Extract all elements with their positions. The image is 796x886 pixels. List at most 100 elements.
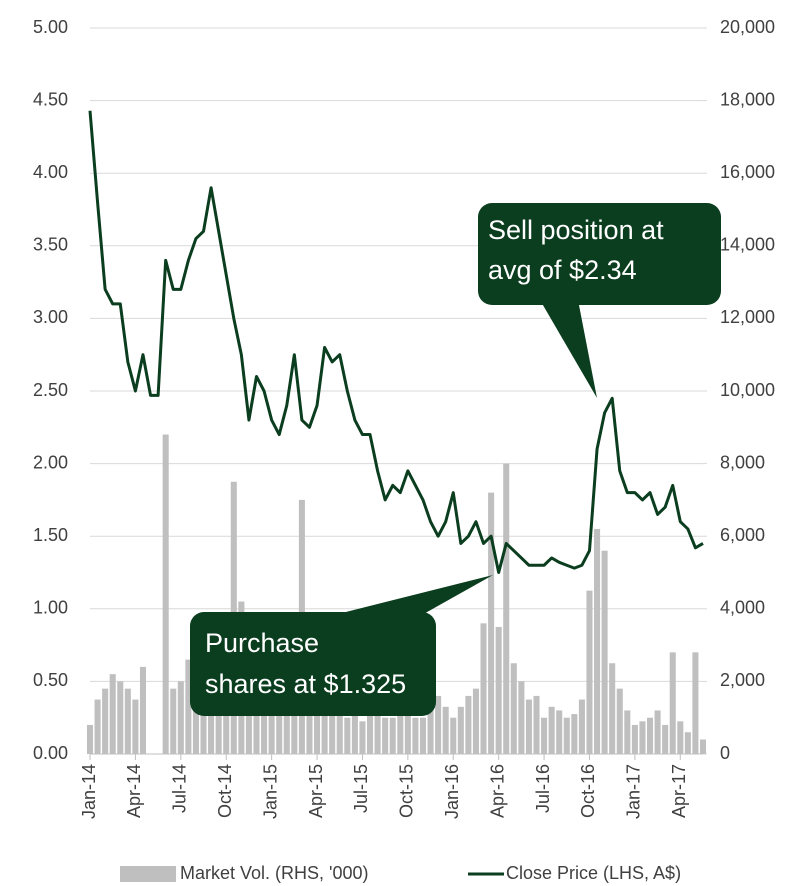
x-tick-label: Jan-16	[442, 764, 462, 819]
volume-bar	[291, 688, 298, 754]
y-tick-label: 3.50	[33, 235, 68, 255]
y2-tick-label: 6,000	[720, 525, 765, 545]
y-tick-label: 4.50	[33, 89, 68, 109]
legend-swatch	[120, 866, 176, 882]
volume-bar	[283, 699, 290, 754]
volume-bar	[533, 695, 540, 754]
x-tick-label: Jan-14	[79, 764, 99, 819]
y2-tick-label: 0	[720, 743, 730, 763]
price-line	[88, 110, 704, 574]
x-tick-label: Jan-15	[260, 764, 280, 819]
volume-bar	[139, 666, 147, 754]
volume-bar	[215, 710, 222, 754]
x-tick-label: Oct-16	[578, 764, 598, 818]
volume-bar	[571, 714, 578, 754]
volume-bar	[162, 434, 169, 754]
volume-bar	[427, 710, 434, 754]
y2-tick-label: 14,000	[720, 235, 775, 255]
y2-tick-label: 20,000	[720, 17, 775, 37]
volume-bar	[351, 714, 358, 754]
volume-bar	[639, 721, 646, 754]
volume-bar	[117, 681, 124, 754]
volume-bar	[677, 721, 684, 754]
volume-bar	[329, 703, 336, 754]
volume-bar	[609, 663, 616, 754]
volume-bar	[321, 681, 328, 754]
volume-bar	[586, 590, 593, 754]
volume-bar	[366, 710, 374, 754]
x-tick-label: Oct-14	[215, 764, 235, 818]
volume-bar	[200, 688, 207, 754]
volume-bar	[692, 652, 699, 754]
volume-bar	[631, 724, 638, 754]
callout-pointer	[330, 575, 493, 616]
y2-tick-label: 18,000	[720, 89, 775, 109]
volume-bar	[450, 717, 457, 754]
volume-bar	[314, 695, 321, 754]
volume-bar	[699, 739, 707, 754]
y2-tick-label: 16,000	[720, 162, 775, 182]
volume-bar	[472, 688, 479, 754]
y-tick-label: 0.50	[33, 670, 68, 690]
callout-box	[190, 612, 436, 716]
annotation-text: Purchase	[205, 628, 319, 658]
volume-bar	[397, 710, 404, 754]
y-tick-label: 2.50	[33, 380, 68, 400]
volume-bar	[616, 688, 623, 754]
y-tick-label: 1.00	[33, 598, 68, 618]
volume-bar	[503, 463, 510, 754]
volume-bar	[359, 721, 366, 754]
volume-bar	[480, 623, 487, 754]
volume-bar	[86, 724, 94, 754]
volume-bar	[109, 674, 116, 754]
volume-bar	[457, 706, 464, 754]
y-tick-label: 4.00	[33, 162, 68, 182]
annotation-sell: Sell position at avg of $2.34	[478, 203, 721, 398]
legend-label: Market Vol. (RHS, '000)	[180, 863, 369, 883]
volume-bar	[662, 724, 669, 754]
x-tick-label: Apr-17	[669, 764, 689, 818]
volume-bar	[124, 688, 131, 754]
y2-tick-label: 8,000	[720, 452, 765, 472]
x-tick-label: Jul-15	[351, 764, 371, 813]
y-tick-label: 2.00	[33, 452, 68, 472]
volume-bar	[669, 652, 676, 754]
x-tick-label: Apr-16	[487, 764, 507, 818]
legend-label: Close Price (LHS, A$)	[506, 863, 681, 883]
y-tick-label: 1.50	[33, 525, 68, 545]
volume-bar	[548, 706, 555, 754]
volume-bar	[382, 717, 389, 754]
volume-bar	[594, 528, 601, 754]
annotation-text: avg of $2.34	[488, 255, 637, 285]
annotation-text: Sell position at	[488, 215, 664, 245]
volume-bar	[102, 688, 109, 754]
x-tick-label: Jul-16	[533, 764, 553, 813]
volume-bar	[336, 710, 343, 754]
x-tick-label: Jul-14	[170, 764, 190, 813]
volume-bar	[344, 717, 351, 754]
volume-bar	[389, 717, 396, 754]
x-tick-label: Apr-15	[306, 764, 326, 818]
volume-bar	[208, 681, 215, 754]
volume-bar	[276, 710, 283, 754]
volume-bar	[223, 710, 230, 754]
callout-pointer	[540, 300, 597, 398]
volume-bar	[495, 626, 502, 754]
volume-bar	[94, 699, 101, 754]
volume-bar	[435, 695, 442, 754]
y2-tick-label: 4,000	[720, 598, 765, 618]
volume-bar	[510, 663, 517, 754]
y-tick-label: 5.00	[33, 17, 68, 37]
volume-bar	[374, 703, 381, 754]
volume-bar	[556, 710, 563, 754]
volume-bar	[442, 706, 449, 754]
volume-bar	[684, 732, 691, 754]
volume-bar	[192, 699, 199, 754]
volume-bar	[177, 681, 184, 754]
volume-bar	[253, 699, 260, 754]
volume-bar	[654, 710, 661, 754]
y-tick-label: 0.00	[33, 743, 68, 763]
volume-bar	[404, 699, 411, 754]
y-tick-label: 3.00	[33, 307, 68, 327]
volume-bar	[185, 659, 192, 754]
